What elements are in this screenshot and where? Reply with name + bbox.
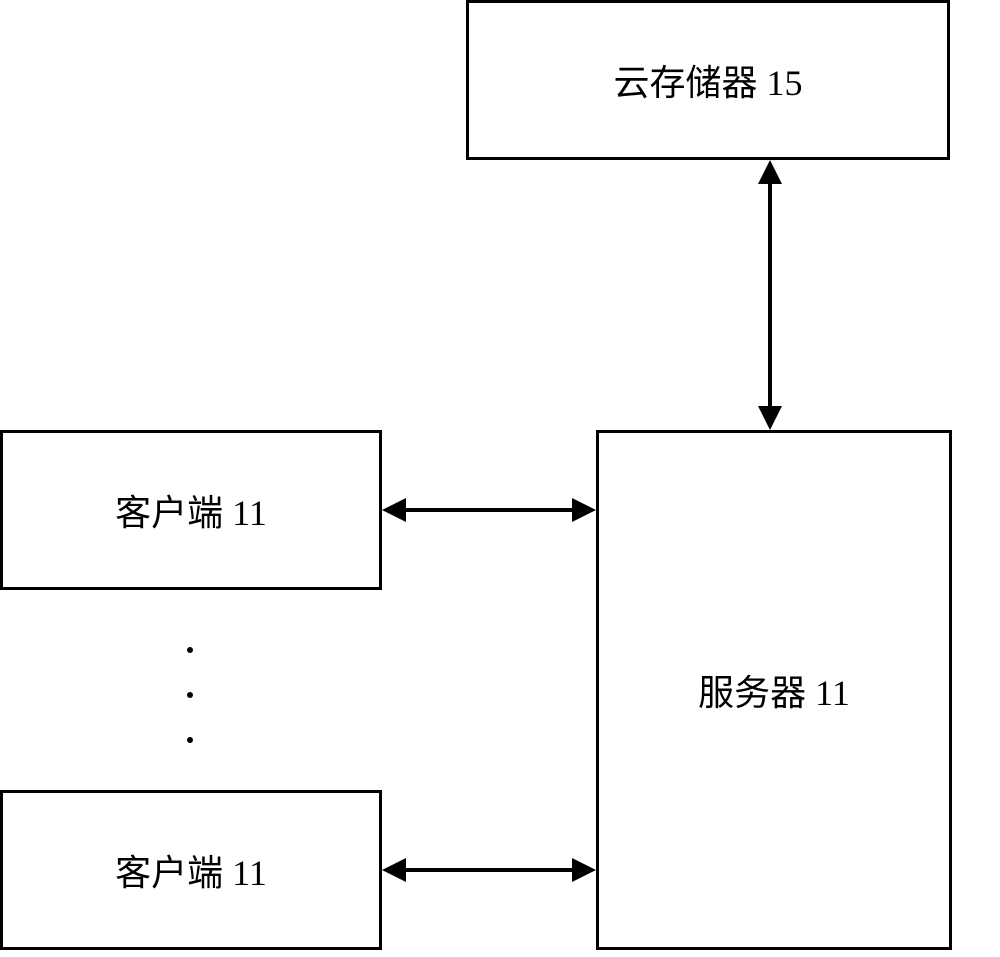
- edge-client1-server-line: [406, 508, 572, 512]
- server-label: 服务器 11: [698, 664, 850, 716]
- edge-cloud-server-arrow-down: [758, 406, 782, 430]
- edge-client1-server-arrow-left: [382, 498, 406, 522]
- edge-cloud-server-arrow-up: [758, 160, 782, 184]
- client-1-node: 客户端 11: [0, 430, 382, 590]
- edge-cloud-server-line: [768, 184, 772, 406]
- edge-client2-server-arrow-right: [572, 858, 596, 882]
- cloud-storage-label: 云存储器 15: [613, 54, 802, 106]
- cloud-storage-node: 云存储器 15: [466, 0, 950, 160]
- client-2-node: 客户端 11: [0, 790, 382, 950]
- client-1-label: 客户端 11: [115, 484, 267, 536]
- ellipsis-dot-3: [187, 737, 193, 743]
- ellipsis-dot-1: [187, 647, 193, 653]
- server-node: 服务器 11: [596, 430, 952, 950]
- client-2-label: 客户端 11: [115, 844, 267, 896]
- edge-client2-server-arrow-left: [382, 858, 406, 882]
- edge-client1-server-arrow-right: [572, 498, 596, 522]
- ellipsis-dot-2: [187, 692, 193, 698]
- edge-client2-server-line: [406, 868, 572, 872]
